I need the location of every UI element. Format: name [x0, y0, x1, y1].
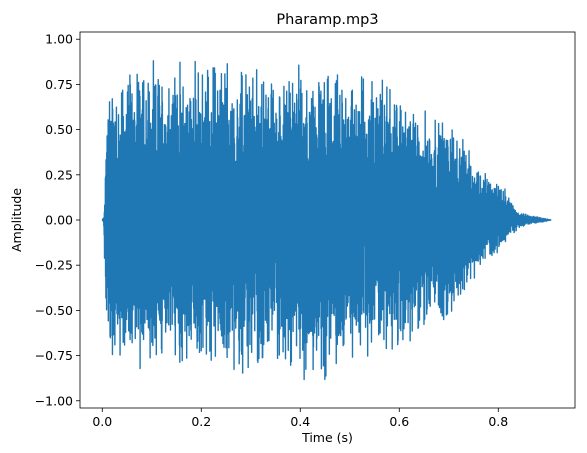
y-tick-label: 0.50: [45, 122, 73, 137]
y-tick-label: 1.00: [45, 32, 73, 47]
y-tick-label: −0.75: [35, 348, 73, 363]
y-tick-label: −0.25: [35, 258, 73, 273]
x-tick-label: 0.0: [92, 414, 112, 429]
y-tick-label: 0.75: [45, 77, 73, 92]
x-tick-label: 0.4: [290, 414, 310, 429]
y-axis-label: Amplitude: [9, 188, 24, 252]
y-tick-label: −0.50: [35, 303, 73, 318]
x-tick-label: 0.6: [389, 414, 409, 429]
waveform-line: [101, 60, 552, 381]
x-tick-label: 0.8: [488, 414, 508, 429]
y-tick-label: 0.25: [45, 167, 73, 182]
waveform-series: [101, 60, 552, 381]
x-tick-label: 0.2: [191, 414, 211, 429]
x-axis-label: Time (s): [301, 430, 353, 445]
x-axis: 0.0 0.2 0.4 0.6 0.8: [92, 408, 508, 429]
y-axis: −1.00 −0.75 −0.50 −0.25 0.00 0.25 0.50 0.75 1.00: [35, 32, 80, 408]
y-tick-label: 0.00: [45, 213, 73, 228]
y-tick-label: −1.00: [35, 393, 73, 408]
chart-title: Pharamp.mp3: [276, 12, 378, 28]
